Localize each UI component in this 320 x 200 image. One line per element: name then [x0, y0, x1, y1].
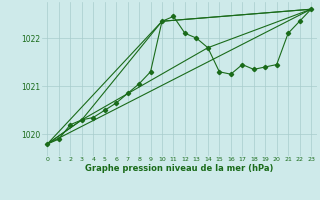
X-axis label: Graphe pression niveau de la mer (hPa): Graphe pression niveau de la mer (hPa): [85, 164, 273, 173]
